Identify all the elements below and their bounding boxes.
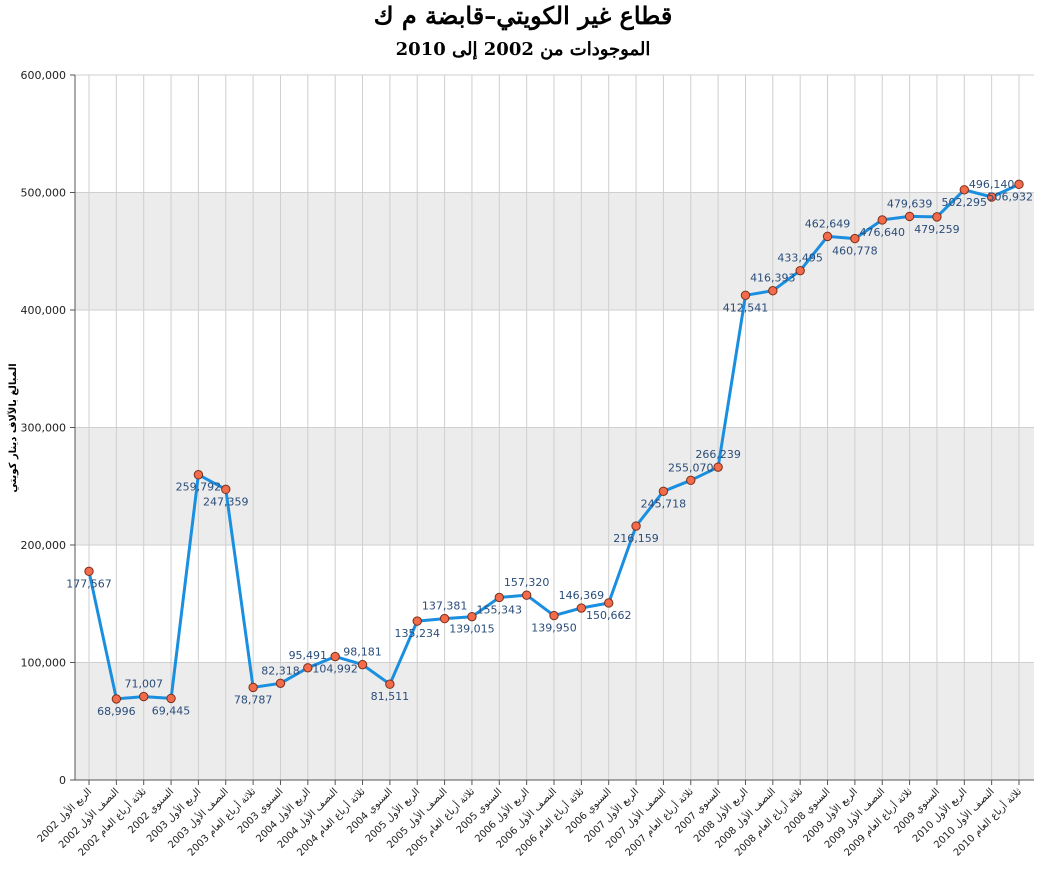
data-label: 479,639 — [887, 197, 933, 210]
data-point — [521, 590, 532, 600]
y-tick-label: 0 — [59, 774, 66, 787]
data-point — [932, 212, 942, 222]
data-label: 81,511 — [371, 690, 410, 703]
data-label: 157,320 — [504, 576, 550, 589]
data-label: 216,159 — [613, 532, 659, 545]
y-tick-label: 200,000 — [21, 539, 67, 552]
data-label: 155,343 — [477, 603, 523, 616]
gridlines — [75, 74, 1034, 781]
data-label: 255,070 — [668, 461, 714, 474]
data-label: 476,640 — [859, 226, 905, 239]
chart-title: قطاع غير الكويتي–قابضة م ك — [373, 1, 673, 30]
data-label: 146,369 — [559, 589, 605, 602]
data-point — [658, 486, 669, 496]
y-axis-title: المبالغ بالآلاف دينار كويتي — [7, 363, 19, 492]
data-label: 266,239 — [695, 448, 741, 461]
data-point — [795, 265, 805, 276]
axes — [70, 74, 1034, 785]
data-point — [357, 659, 368, 670]
data-label: 245,718 — [641, 497, 687, 510]
data-point — [139, 691, 149, 702]
data-point — [248, 682, 258, 693]
y-tick-label: 600,000 — [21, 69, 67, 82]
data-point — [959, 185, 969, 195]
data-point — [686, 475, 696, 485]
data-point — [1014, 179, 1024, 190]
series-markers — [84, 179, 1024, 704]
data-point — [549, 610, 559, 621]
data-point — [166, 693, 176, 704]
data-point — [330, 651, 340, 662]
data-label: 95,491 — [289, 649, 328, 662]
data-point — [84, 566, 94, 577]
data-point — [221, 484, 231, 495]
data-point — [740, 290, 751, 300]
y-tick-label: 400,000 — [21, 304, 67, 317]
data-label: 462,649 — [805, 217, 851, 230]
data-point — [576, 603, 587, 613]
data-point — [385, 679, 395, 689]
data-point — [467, 611, 477, 622]
data-label: 247,359 — [203, 495, 249, 508]
data-point — [822, 231, 833, 242]
data-label: 416,393 — [750, 272, 796, 285]
data-point — [986, 192, 997, 202]
y-tick-label: 300,000 — [21, 422, 67, 435]
data-label: 78,787 — [234, 693, 273, 706]
data-label: 496,140 — [969, 178, 1015, 191]
data-point — [904, 211, 915, 222]
data-label: 68,996 — [97, 705, 136, 718]
y-tick-label: 500,000 — [21, 187, 67, 200]
chart-subtitle: الموجودات من 2002 إلى 2010 — [395, 39, 651, 60]
data-label: 137,381 — [422, 600, 468, 613]
data-label: 135,234 — [394, 627, 440, 640]
data-label: 71,007 — [124, 678, 163, 691]
y-tick-label: 100,000 — [21, 657, 67, 670]
data-label: 433,495 — [777, 252, 823, 265]
data-label: 150,662 — [586, 609, 632, 622]
data-point — [768, 286, 778, 296]
data-label: 460,778 — [832, 245, 878, 258]
y-tick-labels: 0 100,000 200,000 300,000 400,000 500,000 600,… — [21, 69, 67, 787]
data-label: 82,318 — [261, 664, 300, 677]
data-point — [877, 215, 887, 225]
data-label: 177,567 — [66, 577, 112, 590]
data-label: 506,932 — [988, 190, 1034, 203]
data-point — [631, 521, 641, 531]
data-label: 69,445 — [152, 704, 191, 717]
data-label: 502,295 — [942, 196, 988, 209]
data-point — [439, 613, 450, 624]
data-point — [494, 592, 504, 603]
data-point — [412, 616, 422, 626]
data-point — [850, 233, 860, 244]
data-label: 479,259 — [914, 223, 960, 236]
data-label: 98,181 — [343, 646, 382, 659]
data-label: 139,950 — [531, 622, 577, 635]
data-label: 412,541 — [723, 301, 769, 314]
data-label: 104,992 — [312, 663, 358, 676]
data-point — [303, 663, 313, 673]
data-point — [275, 678, 286, 688]
data-point — [713, 462, 723, 472]
data-point — [604, 598, 614, 608]
data-label: 259,792 — [176, 481, 222, 494]
data-label: 139,015 — [449, 623, 495, 636]
data-point — [111, 694, 122, 704]
data-point — [193, 470, 204, 480]
